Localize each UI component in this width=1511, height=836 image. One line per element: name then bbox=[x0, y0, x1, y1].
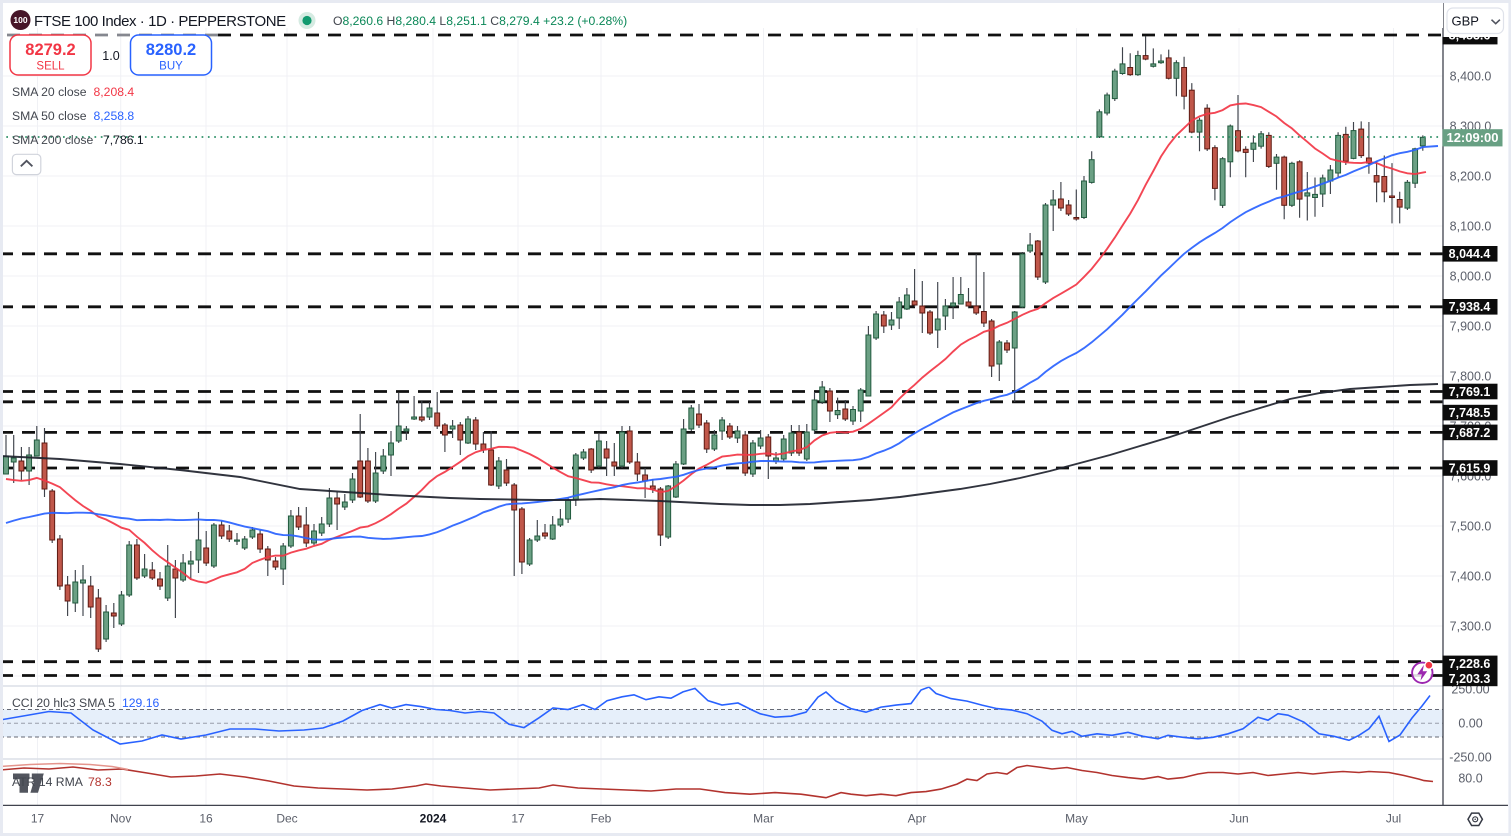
svg-text:Nov: Nov bbox=[110, 812, 131, 826]
svg-text:129.16: 129.16 bbox=[122, 696, 159, 710]
svg-text:GBP: GBP bbox=[1452, 14, 1479, 29]
svg-text:2024: 2024 bbox=[420, 812, 447, 826]
svg-text:100: 100 bbox=[13, 15, 27, 25]
svg-text:Jun: Jun bbox=[1229, 812, 1248, 826]
svg-text:7,400.0: 7,400.0 bbox=[1450, 569, 1492, 583]
svg-text:7,786.1: 7,786.1 bbox=[103, 133, 144, 147]
svg-text:8,100.0: 8,100.0 bbox=[1450, 219, 1492, 233]
svg-text:8,483.6: 8,483.6 bbox=[1449, 29, 1491, 43]
svg-text:May: May bbox=[1065, 812, 1088, 826]
svg-text:7,938.4: 7,938.4 bbox=[1449, 300, 1491, 314]
svg-text:-250.00: -250.00 bbox=[1449, 751, 1491, 765]
svg-text:7,228.6: 7,228.6 bbox=[1449, 657, 1491, 671]
svg-text:8,044.4: 8,044.4 bbox=[1449, 247, 1491, 261]
svg-text:17: 17 bbox=[511, 812, 525, 826]
svg-text:SMA 20 close: SMA 20 close bbox=[12, 85, 87, 99]
svg-text:7,500.0: 7,500.0 bbox=[1450, 519, 1492, 533]
svg-text:8280.2: 8280.2 bbox=[146, 41, 196, 59]
svg-text:Feb: Feb bbox=[591, 812, 612, 826]
svg-text:7,900.0: 7,900.0 bbox=[1450, 319, 1492, 333]
svg-text:BUY: BUY bbox=[159, 61, 183, 73]
svg-text:7,800.0: 7,800.0 bbox=[1450, 369, 1492, 383]
svg-text:7,687.2: 7,687.2 bbox=[1449, 426, 1491, 440]
svg-text:8,400.0: 8,400.0 bbox=[1450, 69, 1492, 83]
svg-text:17: 17 bbox=[31, 812, 45, 826]
svg-text:ATR 14 RMA: ATR 14 RMA bbox=[12, 775, 84, 789]
svg-text:7,203.3: 7,203.3 bbox=[1449, 672, 1491, 686]
svg-text:8,208.4: 8,208.4 bbox=[94, 85, 135, 99]
svg-text:8,258.8: 8,258.8 bbox=[94, 109, 135, 123]
svg-text:7,300.0: 7,300.0 bbox=[1450, 619, 1492, 633]
svg-text:SELL: SELL bbox=[36, 61, 65, 73]
svg-text:FTSE 100 Index · 1D · PEPPERST: FTSE 100 Index · 1D · PEPPERSTONE bbox=[34, 13, 286, 30]
svg-text:CCI 20 hlc3 SMA 5: CCI 20 hlc3 SMA 5 bbox=[12, 696, 115, 710]
svg-text:SMA 50 close: SMA 50 close bbox=[12, 109, 87, 123]
svg-text:Apr: Apr bbox=[908, 812, 927, 826]
svg-text:78.3: 78.3 bbox=[88, 775, 112, 789]
svg-text:O8,260.6 H8,280.4 L8,251.1 C8,: O8,260.6 H8,280.4 L8,251.1 C8,279.4 +23.… bbox=[333, 14, 627, 28]
svg-text:Dec: Dec bbox=[276, 812, 297, 826]
svg-text:0.00: 0.00 bbox=[1458, 717, 1482, 731]
svg-text:8279.2: 8279.2 bbox=[25, 41, 75, 59]
svg-text:1.0: 1.0 bbox=[102, 49, 119, 63]
svg-text:16: 16 bbox=[199, 812, 213, 826]
svg-text:8,000.0: 8,000.0 bbox=[1450, 269, 1492, 283]
svg-text:Mar: Mar bbox=[753, 812, 774, 826]
svg-text:8,200.0: 8,200.0 bbox=[1450, 169, 1492, 183]
svg-text:80.0: 80.0 bbox=[1458, 771, 1482, 785]
svg-text:SMA 200 close: SMA 200 close bbox=[12, 133, 94, 147]
svg-text:7,748.5: 7,748.5 bbox=[1449, 406, 1491, 420]
svg-text:7,615.9: 7,615.9 bbox=[1449, 461, 1491, 475]
svg-text:12:09:00: 12:09:00 bbox=[1446, 130, 1498, 145]
svg-text:Jul: Jul bbox=[1386, 812, 1401, 826]
svg-text:7,769.1: 7,769.1 bbox=[1449, 385, 1491, 399]
